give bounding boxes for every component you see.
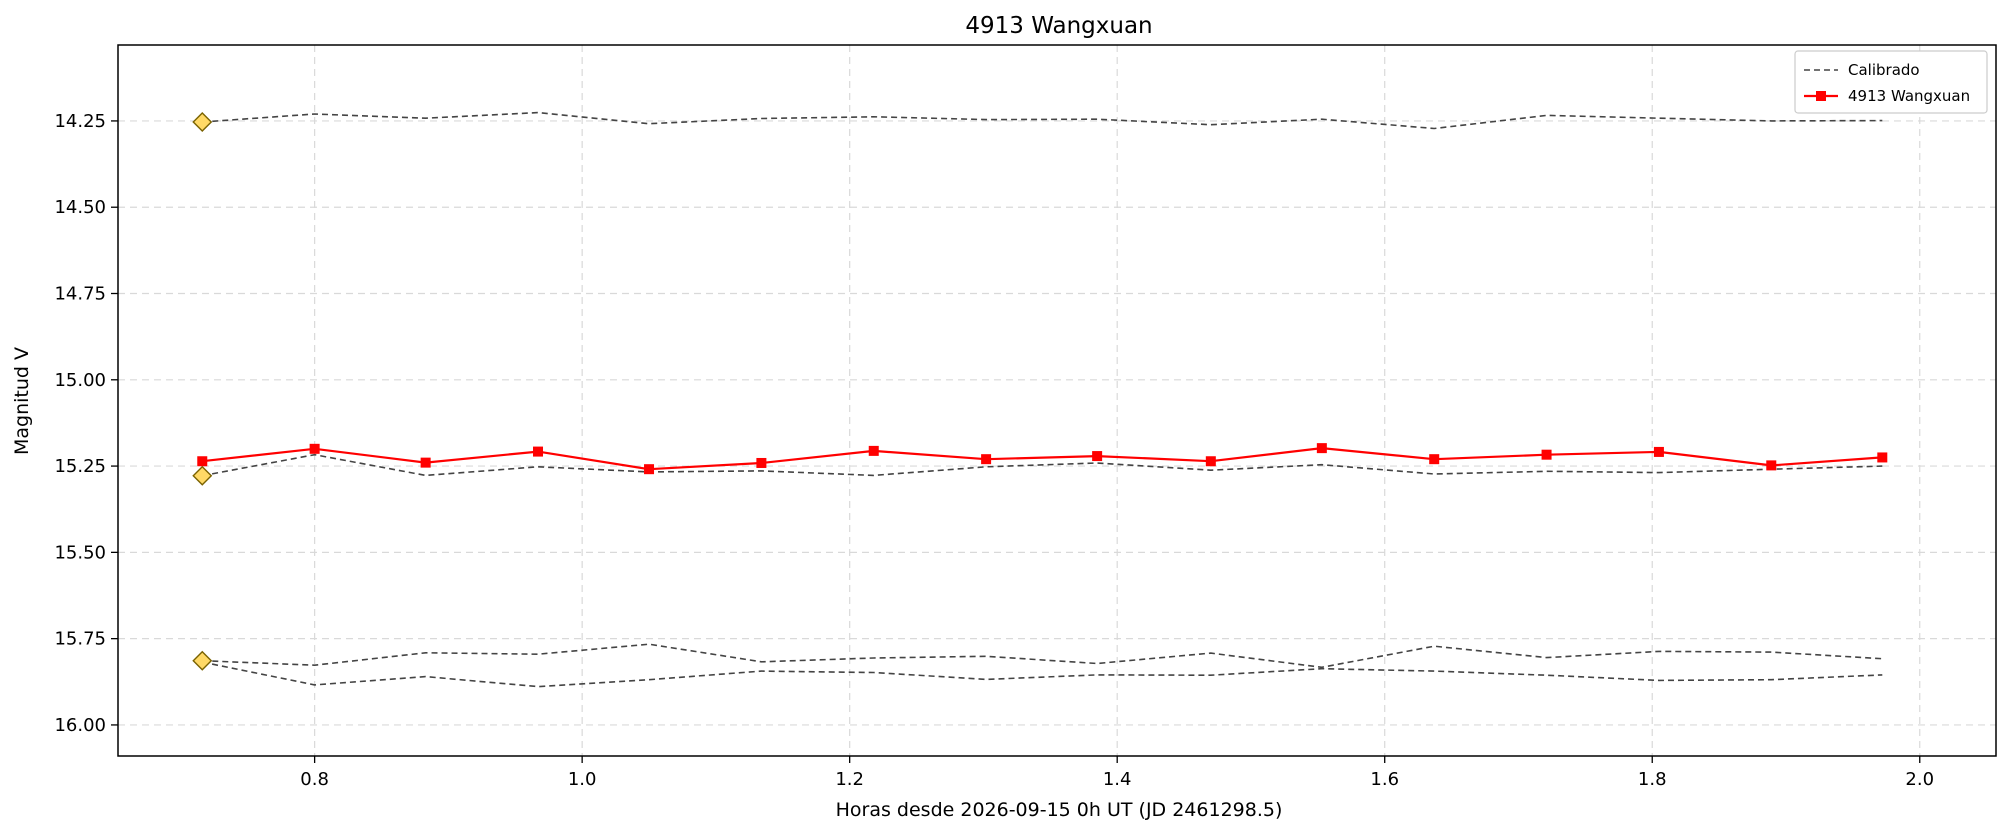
grid <box>118 45 1996 756</box>
x-axis-label: Horas desde 2026-09-15 0h UT (JD 2461298… <box>836 799 1283 821</box>
target-data-point <box>1092 451 1103 462</box>
reference-star-line-4 <box>202 661 1883 688</box>
target-series-line <box>202 446 1883 471</box>
y-tick-label: 15.25 <box>54 456 106 477</box>
reference-star-line-2 <box>202 453 1883 477</box>
y-tick-label: 14.25 <box>54 111 106 132</box>
x-tick-label: 1.0 <box>568 769 597 790</box>
target-data-point <box>1877 452 1888 463</box>
ticks: 0.8 1.0 1.2 1.4 1.6 1.8 2.0 14.25 14.50 14.75 15.0… <box>54 111 1934 790</box>
start-diamond-marker <box>192 650 213 671</box>
y-tick-label: 16.00 <box>54 715 106 736</box>
x-tick-label: 1.2 <box>835 769 864 790</box>
target-data-point <box>1316 443 1327 454</box>
y-tick-label: 15.50 <box>54 542 106 563</box>
y-tick-label: 14.75 <box>54 284 106 305</box>
target-data-point <box>756 457 767 468</box>
start-diamond-marker <box>192 465 213 486</box>
chart-title: 4913 Wangxuan <box>965 13 1152 39</box>
y-tick-label: 14.50 <box>54 197 106 218</box>
target-data-point <box>1766 460 1777 471</box>
target-data-point <box>420 457 431 468</box>
x-tick-label: 0.8 <box>300 769 329 790</box>
legend: Calibrado 4913 Wangxuan <box>1794 50 1988 114</box>
legend-target-marker <box>1816 91 1826 101</box>
legend-target-label: 4913 Wangxuan <box>1848 87 1970 105</box>
y-axis-label: Magnitud V <box>11 347 33 455</box>
x-tick-label: 1.8 <box>1638 769 1667 790</box>
y-tick-label: 15.75 <box>54 629 106 650</box>
x-tick-label: 1.6 <box>1370 769 1399 790</box>
target-data-point <box>1429 454 1440 465</box>
target-data-point <box>1205 456 1216 467</box>
target-data-point <box>644 464 655 475</box>
target-data-point <box>197 456 208 467</box>
x-tick-label: 1.4 <box>1103 769 1132 790</box>
legend-calibrado-label: Calibrado <box>1848 61 1920 79</box>
x-tick-label: 2.0 <box>1905 769 1934 790</box>
target-data-point <box>1653 446 1664 457</box>
target-data-point <box>1541 449 1552 460</box>
plot-frame <box>117 44 1997 757</box>
target-data-point <box>981 454 992 465</box>
legend-box <box>1794 50 1988 114</box>
start-diamond-marker <box>192 111 213 132</box>
target-data-point <box>309 443 320 454</box>
y-tick-label: 15.00 <box>54 370 106 391</box>
reference-star-line-3 <box>202 643 1883 669</box>
target-data-point <box>868 445 879 456</box>
target-data-point <box>533 446 544 457</box>
reference-star-line-1 <box>202 111 1883 130</box>
series-layer <box>192 111 1888 688</box>
